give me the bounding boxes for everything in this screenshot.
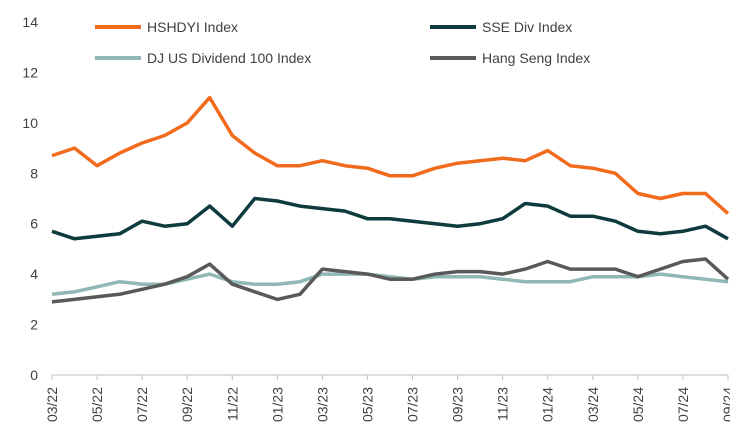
y-tick-label: 14	[22, 14, 38, 30]
x-tick-label: 01/24	[540, 387, 556, 422]
y-tick-label: 2	[30, 317, 38, 333]
x-tick-label: 05/24	[630, 387, 646, 422]
x-tick-label: 09/24	[720, 387, 730, 422]
y-tick-label: 4	[30, 266, 38, 282]
y-tick-label: 12	[22, 64, 38, 80]
x-tick-label: 11/22	[224, 387, 240, 421]
series-line	[51, 95, 730, 215]
x-tick-label: 01/23	[269, 387, 285, 422]
x-tick-label: 05/23	[359, 387, 375, 422]
x-tick-label: 03/23	[314, 387, 330, 422]
x-tick-label: 11/23	[495, 387, 511, 421]
x-tick-label: 03/24	[585, 387, 601, 422]
x-tick-label: 07/24	[675, 387, 691, 422]
legend-label: HSHDYI Index	[147, 19, 238, 35]
series-line	[51, 257, 730, 304]
y-tick-label: 6	[30, 216, 38, 232]
y-tick-label: 10	[22, 115, 38, 131]
legend-label: DJ US Dividend 100 Index	[147, 50, 311, 66]
legend-label: Hang Seng Index	[482, 50, 590, 66]
series-line	[51, 272, 729, 297]
series-line	[51, 196, 729, 241]
legend-label: SSE Div Index	[482, 19, 572, 35]
x-tick-label: 07/23	[405, 387, 421, 422]
x-tick-label: 05/22	[89, 387, 105, 422]
y-tick-label: 0	[30, 367, 38, 383]
x-tick-label: 09/23	[450, 387, 466, 422]
x-tick-label: 03/22	[44, 387, 60, 422]
x-tick-label: 07/22	[134, 387, 150, 422]
x-tick-label: 09/22	[179, 387, 195, 422]
y-tick-label: 8	[30, 165, 38, 181]
